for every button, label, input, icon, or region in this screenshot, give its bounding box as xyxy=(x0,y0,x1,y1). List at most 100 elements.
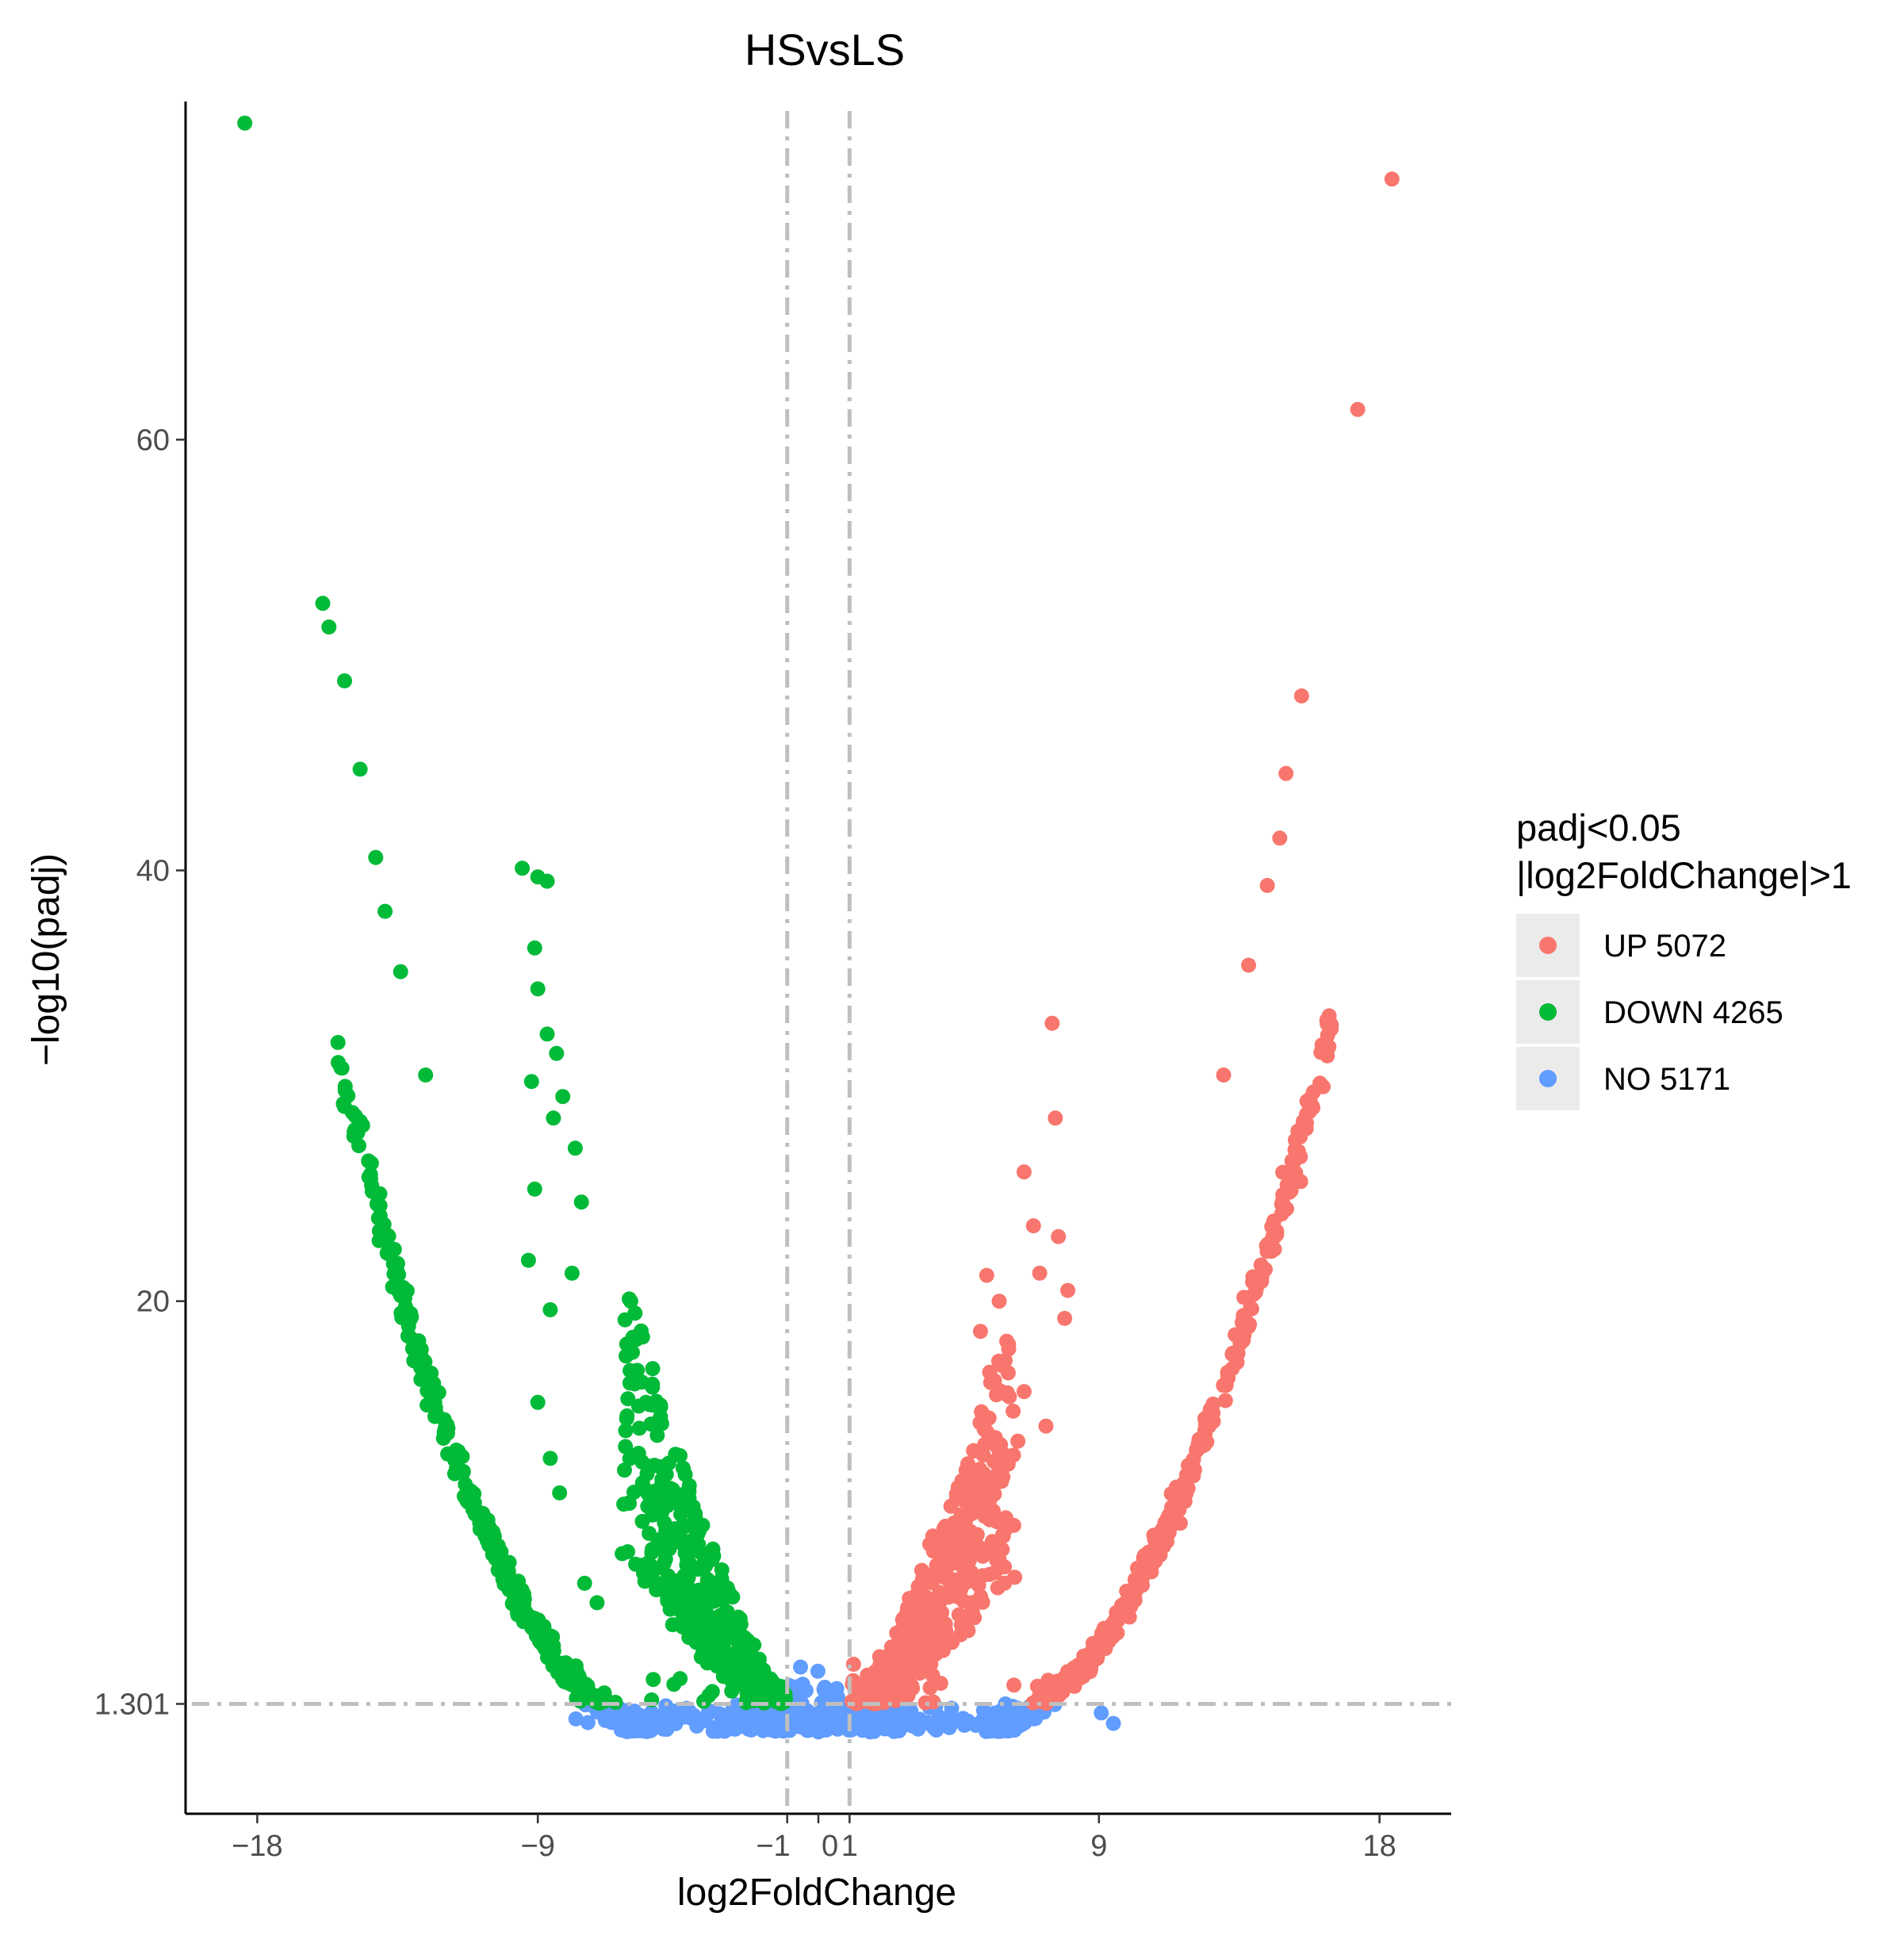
down-point xyxy=(485,1546,500,1562)
down-point xyxy=(475,1505,491,1521)
x-tick-label: −1 xyxy=(756,1830,790,1863)
down-point xyxy=(537,1640,553,1656)
up-point xyxy=(967,1610,983,1626)
no-point xyxy=(793,1659,808,1675)
up-point xyxy=(893,1667,909,1683)
down-point xyxy=(677,1574,693,1590)
down-point xyxy=(527,1181,542,1197)
down-point xyxy=(530,981,546,997)
down-point xyxy=(668,1447,684,1462)
y-axis-ticks: 1.301 20 40 60 xyxy=(94,424,186,1721)
down-point xyxy=(661,1521,677,1537)
down-point xyxy=(618,1439,634,1455)
down-point xyxy=(751,1651,767,1667)
up-point xyxy=(925,1694,941,1710)
up-point xyxy=(1274,1194,1290,1209)
axes xyxy=(184,102,1451,1815)
down-point xyxy=(542,1628,558,1644)
no-point xyxy=(816,1681,832,1697)
legend-key-dot xyxy=(1539,937,1557,954)
up-point xyxy=(1302,1099,1318,1115)
up-point xyxy=(925,1528,941,1544)
down-point xyxy=(730,1661,745,1677)
down-point xyxy=(718,1604,734,1620)
down-point xyxy=(337,1079,353,1094)
up-point xyxy=(1236,1313,1252,1329)
down-point xyxy=(679,1617,695,1633)
down-point xyxy=(573,1194,589,1210)
up-point xyxy=(991,1437,1007,1453)
down-point xyxy=(413,1371,429,1387)
up-point xyxy=(1085,1635,1101,1651)
series-down-points xyxy=(237,115,793,1711)
down-point xyxy=(623,1363,638,1378)
up-point xyxy=(1228,1347,1243,1363)
y-axis-label: −log10(padj) xyxy=(25,853,67,1066)
up-point xyxy=(1350,401,1366,417)
up-point xyxy=(1384,171,1400,187)
down-point xyxy=(643,1500,659,1516)
up-point xyxy=(1272,830,1288,846)
down-point xyxy=(501,1582,517,1598)
up-point xyxy=(975,1466,991,1481)
x-axis-label: log2FoldChange xyxy=(677,1872,956,1914)
no-point xyxy=(910,1712,925,1728)
legend-entry-down: DOWN 4265 xyxy=(1516,980,1783,1044)
down-point xyxy=(642,1526,657,1541)
no-point xyxy=(960,1713,976,1729)
down-point xyxy=(631,1420,647,1436)
up-point xyxy=(979,1267,994,1283)
down-point xyxy=(555,1089,571,1105)
down-point xyxy=(591,1695,607,1711)
up-point xyxy=(994,1451,1010,1467)
up-point xyxy=(1216,1378,1232,1393)
down-point xyxy=(677,1466,693,1482)
up-point xyxy=(1278,765,1294,781)
up-point xyxy=(1048,1110,1063,1126)
down-point xyxy=(661,1568,676,1584)
up-point xyxy=(990,1543,1006,1558)
down-point xyxy=(426,1383,442,1399)
down-point xyxy=(662,1533,677,1549)
down-point xyxy=(386,1241,402,1257)
up-point xyxy=(1246,1286,1262,1302)
down-point xyxy=(539,1026,555,1042)
down-point xyxy=(372,1198,388,1213)
up-point xyxy=(1144,1543,1159,1559)
up-point xyxy=(906,1660,922,1676)
up-point xyxy=(949,1489,964,1505)
down-point xyxy=(389,1263,405,1278)
down-point xyxy=(337,673,352,688)
up-point xyxy=(990,1465,1006,1481)
up-point xyxy=(990,1580,1006,1596)
no-point xyxy=(1105,1715,1121,1731)
down-point xyxy=(549,1655,565,1670)
up-point xyxy=(985,1504,1001,1520)
no-point xyxy=(810,1724,826,1740)
legend: padj<0.05 |log2FoldChange|>1 UP 5072 DOWN… xyxy=(1516,807,1852,1110)
down-point xyxy=(637,1573,653,1589)
down-point xyxy=(696,1693,711,1709)
down-point xyxy=(446,1466,462,1481)
down-point xyxy=(578,1690,594,1706)
down-point xyxy=(689,1593,705,1609)
up-point xyxy=(948,1589,964,1604)
threshold-lines xyxy=(192,111,1451,1806)
x-tick-label: −9 xyxy=(521,1830,555,1863)
down-point xyxy=(542,1302,558,1317)
up-point xyxy=(1044,1015,1060,1031)
down-point xyxy=(709,1646,725,1661)
down-point xyxy=(622,1291,637,1307)
x-tick-label: 18 xyxy=(1362,1830,1396,1863)
no-point xyxy=(891,1707,907,1723)
down-point xyxy=(658,1466,674,1482)
down-point xyxy=(726,1647,742,1663)
y-tick-label: 20 xyxy=(136,1286,170,1319)
down-point xyxy=(397,1283,412,1299)
down-point xyxy=(671,1494,687,1510)
down-point xyxy=(412,1359,428,1375)
no-point xyxy=(829,1690,845,1706)
up-point xyxy=(984,1371,1000,1387)
up-point xyxy=(1052,1687,1067,1703)
up-point xyxy=(1094,1626,1109,1641)
